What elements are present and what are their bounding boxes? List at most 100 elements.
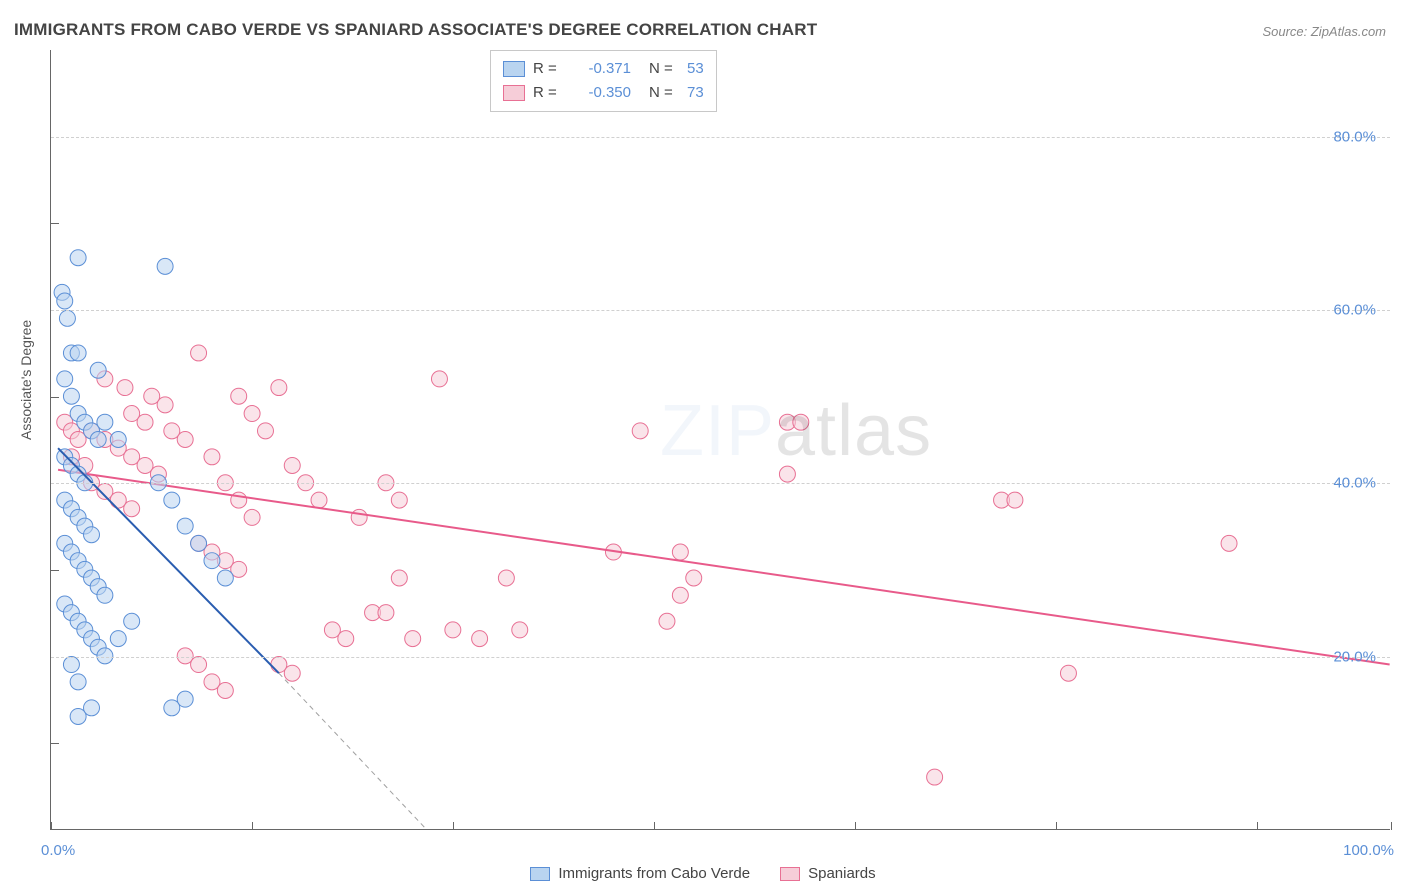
legend-row: R = -0.350 N = 73 [503, 81, 704, 105]
y-tick-label: 20.0% [1333, 648, 1376, 665]
scatter-point [84, 700, 100, 716]
scatter-point [927, 769, 943, 785]
scatter-point [157, 397, 173, 413]
scatter-point [57, 293, 73, 309]
scatter-point [672, 544, 688, 560]
scatter-point [63, 388, 79, 404]
scatter-point [472, 631, 488, 647]
regression-line-dashed [279, 673, 426, 829]
n-value: 53 [687, 57, 704, 81]
y-tick [51, 397, 59, 398]
scatter-point [231, 388, 247, 404]
scatter-point [217, 570, 233, 586]
scatter-point [191, 535, 207, 551]
scatter-point [672, 587, 688, 603]
legend-swatch [530, 867, 550, 881]
r-label: R = [533, 81, 563, 105]
scatter-point [124, 501, 140, 517]
x-tick [654, 822, 655, 830]
n-value: 73 [687, 81, 704, 105]
scatter-point [204, 449, 220, 465]
y-axis-title: Associate's Degree [18, 320, 34, 440]
scatter-point [445, 622, 461, 638]
y-tick-label: 80.0% [1333, 128, 1376, 145]
x-axis-min-label: 0.0% [41, 842, 75, 859]
scatter-point [338, 631, 354, 647]
scatter-point [90, 432, 106, 448]
regression-line [58, 470, 1390, 665]
scatter-point [117, 380, 133, 396]
x-tick [453, 822, 454, 830]
scatter-point [70, 674, 86, 690]
scatter-point [63, 657, 79, 673]
correlation-legend: R = -0.371 N = 53R = -0.350 N = 73 [490, 50, 717, 112]
scatter-point [659, 613, 675, 629]
r-value: -0.350 [571, 81, 631, 105]
x-tick [252, 822, 253, 830]
scatter-point [244, 406, 260, 422]
y-tick-label: 40.0% [1333, 475, 1376, 492]
r-value: -0.371 [571, 57, 631, 81]
scatter-point [779, 466, 795, 482]
scatter-point [177, 432, 193, 448]
y-tick [51, 743, 59, 744]
y-tick [51, 570, 59, 571]
scatter-point [632, 423, 648, 439]
scatter-point [391, 492, 407, 508]
scatter-point [1221, 535, 1237, 551]
x-tick [51, 822, 52, 830]
scatter-point [177, 518, 193, 534]
gridline [51, 137, 1390, 138]
series-legend: Immigrants from Cabo Verde Spaniards [0, 865, 1406, 882]
scatter-point [97, 587, 113, 603]
scatter-point [257, 423, 273, 439]
scatter-svg [51, 50, 1390, 829]
gridline [51, 483, 1390, 484]
x-tick [1391, 822, 1392, 830]
scatter-point [137, 414, 153, 430]
scatter-point [244, 509, 260, 525]
n-label: N = [649, 81, 679, 105]
r-label: R = [533, 57, 563, 81]
legend-swatch [503, 61, 525, 77]
scatter-point [284, 457, 300, 473]
legend-swatch [780, 867, 800, 881]
scatter-point [70, 345, 86, 361]
legend-item: Immigrants from Cabo Verde [530, 865, 750, 882]
scatter-point [217, 683, 233, 699]
chart-title: IMMIGRANTS FROM CABO VERDE VS SPANIARD A… [14, 20, 817, 40]
scatter-point [124, 613, 140, 629]
scatter-point [512, 622, 528, 638]
legend-item: Spaniards [780, 865, 876, 882]
scatter-point [191, 657, 207, 673]
scatter-point [391, 570, 407, 586]
scatter-point [110, 432, 126, 448]
legend-row: R =-0.371N =53 [503, 57, 704, 81]
gridline [51, 657, 1390, 658]
x-tick [855, 822, 856, 830]
scatter-point [431, 371, 447, 387]
scatter-point [70, 250, 86, 266]
scatter-point [351, 509, 367, 525]
legend-swatch [503, 85, 525, 101]
scatter-point [311, 492, 327, 508]
gridline [51, 310, 1390, 311]
scatter-point [164, 492, 180, 508]
y-tick-label: 60.0% [1333, 302, 1376, 319]
scatter-point [284, 665, 300, 681]
plot-area: 0.0% 100.0% 20.0%40.0%60.0%80.0% [50, 50, 1390, 830]
y-tick [51, 223, 59, 224]
scatter-point [59, 310, 75, 326]
scatter-point [498, 570, 514, 586]
source-label: Source: ZipAtlas.com [1262, 24, 1386, 39]
scatter-point [57, 371, 73, 387]
scatter-point [90, 362, 106, 378]
scatter-point [271, 380, 287, 396]
scatter-point [157, 258, 173, 274]
legend-label: Immigrants from Cabo Verde [558, 865, 750, 882]
x-tick [1257, 822, 1258, 830]
scatter-point [1060, 665, 1076, 681]
scatter-point [191, 345, 207, 361]
legend-label: Spaniards [808, 865, 876, 882]
scatter-point [177, 691, 193, 707]
